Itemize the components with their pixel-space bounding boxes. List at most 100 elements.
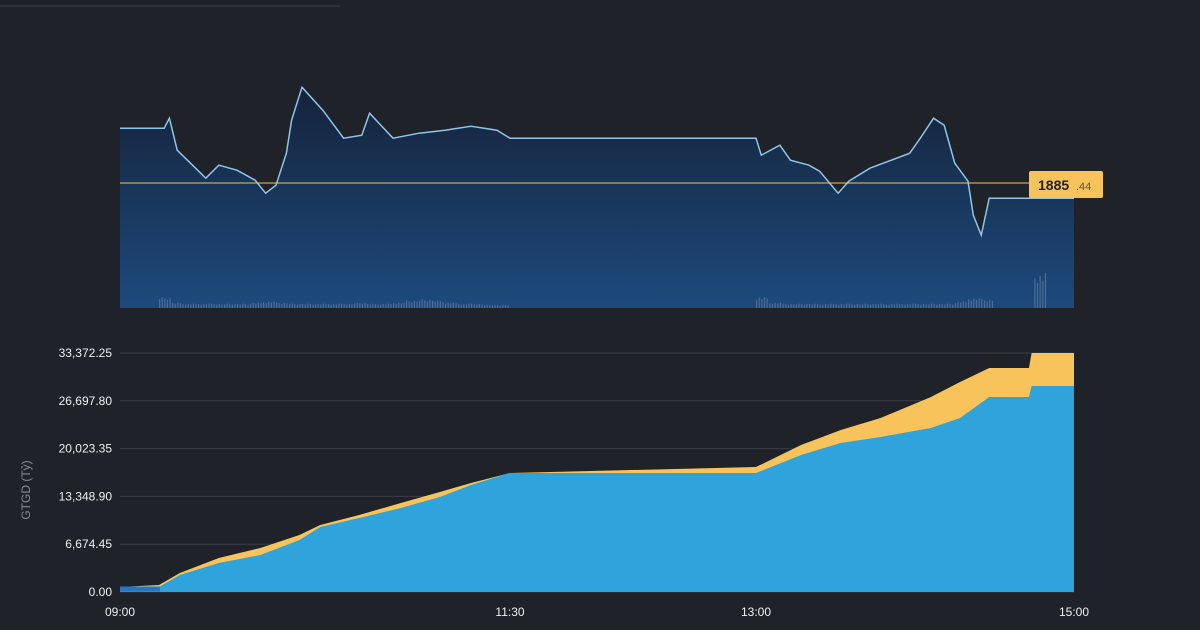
- volume-bar: [439, 301, 441, 308]
- volume-bar: [452, 302, 454, 308]
- volume-bar: [785, 304, 787, 308]
- volume-bar: [867, 304, 869, 308]
- volume-bar: [354, 303, 356, 308]
- price-area: [120, 87, 1074, 308]
- volume-bar: [954, 303, 956, 308]
- volume-bar: [896, 303, 898, 308]
- volume-bar: [859, 304, 861, 308]
- volume-bar: [203, 303, 205, 308]
- volume-bar: [877, 304, 880, 308]
- volume-bar: [854, 304, 856, 308]
- volume-bar: [351, 304, 353, 308]
- volume-bar: [229, 304, 231, 308]
- volume-bar: [769, 303, 771, 308]
- volume-bar: [330, 304, 332, 308]
- volume-bar: [899, 304, 901, 308]
- volume-bar: [364, 302, 366, 308]
- volume-bar: [187, 303, 189, 308]
- volume-bar: [880, 303, 882, 308]
- volume-bar: [216, 304, 218, 308]
- volume-bar: [291, 303, 293, 308]
- volume-bar: [801, 304, 803, 308]
- volume-bar: [294, 304, 296, 308]
- volume-bar: [893, 304, 895, 308]
- volume-bar: [442, 302, 444, 308]
- volume-bar: [915, 303, 917, 308]
- volume-bar: [239, 304, 241, 308]
- volume-bar: [395, 303, 397, 308]
- volume-bar: [255, 303, 257, 308]
- volume-bar: [166, 299, 168, 308]
- volume-bar: [798, 303, 800, 308]
- volume-bar: [782, 303, 784, 308]
- volume-bar: [497, 304, 499, 308]
- volume-bar: [832, 304, 835, 308]
- volume-bar: [491, 305, 493, 308]
- volume-bar: [179, 303, 181, 308]
- x-tick-label: 13:00: [741, 605, 771, 619]
- volume-bar: [182, 303, 184, 308]
- volume-bar: [803, 304, 805, 308]
- volume-bar: [816, 304, 819, 308]
- volume-bar: [421, 299, 423, 308]
- volume-bar: [888, 304, 890, 308]
- volume-bar: [909, 304, 911, 308]
- volume-bar: [185, 304, 187, 308]
- volume-bar: [268, 301, 270, 308]
- volume-bar: [473, 304, 475, 308]
- volume-bar: [307, 303, 309, 308]
- volume-bar: [920, 304, 922, 308]
- volume-bar: [424, 300, 426, 308]
- volume-bar: [411, 302, 413, 308]
- volume-bar: [811, 304, 813, 308]
- volume-bar: [1044, 273, 1047, 308]
- volume-bar: [283, 302, 285, 308]
- volume-bar: [827, 304, 829, 308]
- volume-bar: [989, 299, 991, 308]
- volume-bar: [904, 304, 906, 308]
- volume-bar: [361, 303, 363, 308]
- volume-bar: [843, 304, 845, 308]
- volume-bar: [348, 303, 350, 308]
- volume-bar: [322, 303, 324, 308]
- volume-bar: [814, 303, 816, 308]
- volume-bar: [403, 302, 405, 308]
- volume-bar: [447, 302, 449, 308]
- volume-bar: [973, 298, 975, 308]
- volume-bar: [338, 303, 340, 308]
- volume-bar: [806, 303, 808, 308]
- volume-bar: [260, 303, 262, 308]
- volume-bar: [343, 304, 345, 308]
- volume-bar: [328, 304, 330, 308]
- volume-bar: [864, 303, 866, 308]
- volume-bar: [458, 304, 460, 308]
- volume-bar: [986, 301, 988, 308]
- volume-bar: [946, 303, 948, 308]
- volume-bar: [356, 302, 358, 308]
- volume-bar: [218, 303, 220, 308]
- volume-bar: [758, 297, 760, 308]
- price-badge-whole: 1885: [1038, 177, 1069, 193]
- volume-bar: [278, 303, 280, 308]
- volume-bar: [346, 304, 348, 308]
- volume-bar: [257, 302, 259, 308]
- volume-bar: [231, 304, 233, 308]
- volume-bar: [761, 299, 763, 308]
- volume-bar: [205, 304, 207, 308]
- volume-bar: [169, 297, 171, 308]
- volume-bar: [159, 299, 161, 308]
- volume-bar: [270, 302, 272, 308]
- volume-bar: [933, 304, 935, 308]
- volume-bar: [795, 304, 797, 308]
- volume-bar: [848, 303, 850, 308]
- volume-bar: [1036, 283, 1039, 308]
- volume-bar: [164, 298, 166, 308]
- volume-bar: [413, 300, 415, 308]
- volume-bar: [177, 302, 179, 308]
- volume-bar: [263, 302, 265, 308]
- volume-bar: [265, 303, 267, 308]
- price-line: [120, 85, 1074, 238]
- volume-bar: [226, 303, 228, 308]
- volume-bar: [445, 303, 447, 308]
- volume-bar: [891, 303, 893, 308]
